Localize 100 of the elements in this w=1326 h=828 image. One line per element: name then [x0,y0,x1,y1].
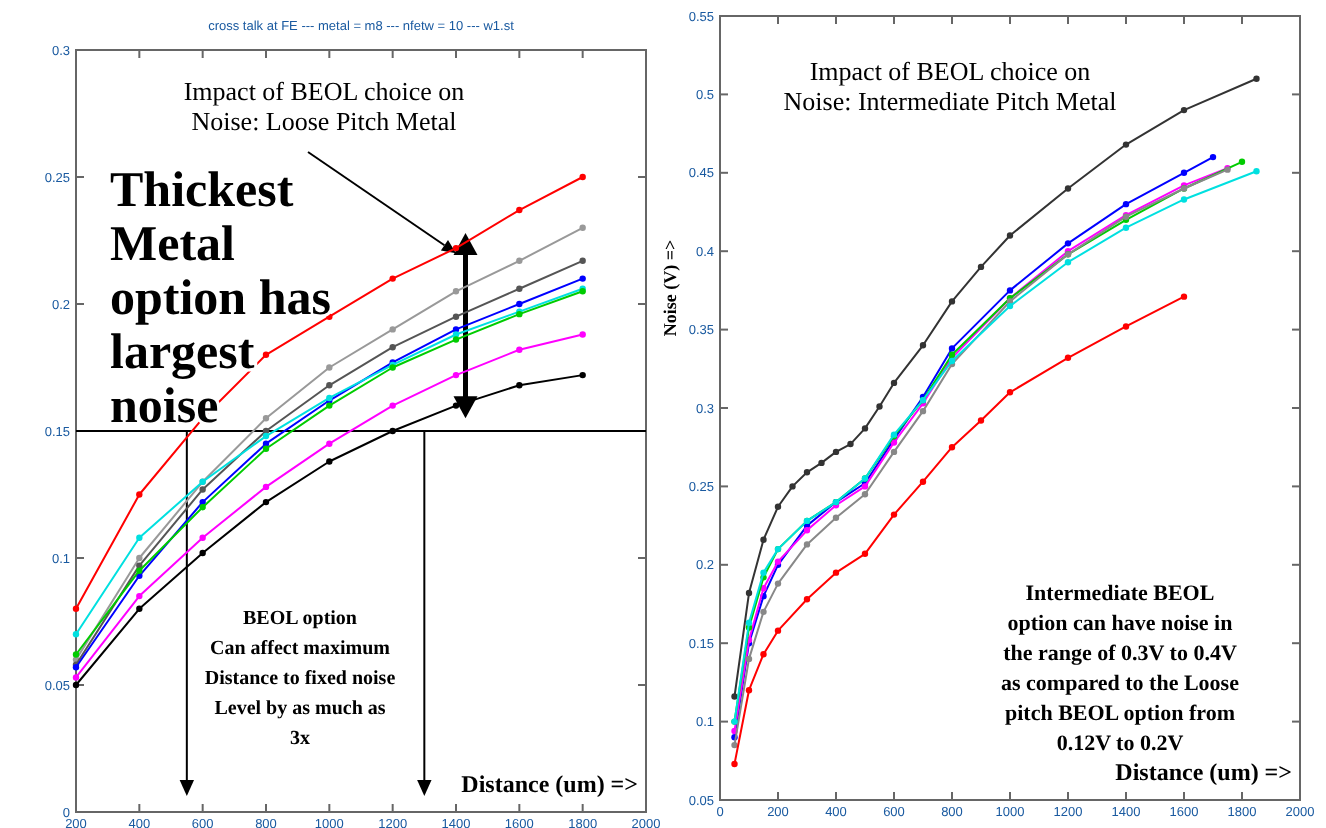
point [731,760,738,768]
point [948,345,956,352]
point [72,651,80,658]
point [919,478,927,485]
point [136,554,143,562]
point [1122,224,1130,231]
point [977,263,985,271]
point [890,511,898,518]
point [389,343,396,351]
point [262,432,270,440]
point [136,605,143,612]
point [326,458,333,465]
point [818,459,825,467]
point [1209,153,1217,161]
point [745,687,753,694]
point [199,504,206,511]
point [832,569,840,576]
point [579,224,586,231]
point [136,534,143,541]
point [1006,389,1014,396]
point [326,364,333,371]
point [389,427,396,435]
point [72,631,80,638]
point [72,674,80,681]
line-series [72,173,586,612]
point [516,300,523,308]
point [803,541,811,548]
point [861,491,869,498]
point [1122,141,1130,148]
point [452,336,460,343]
point [199,534,206,541]
point [1180,196,1188,203]
point [774,580,782,587]
point [516,206,523,214]
point [452,326,460,333]
point [136,592,143,600]
point [803,596,811,603]
point [803,527,811,534]
point [516,285,523,292]
point [745,589,753,597]
annotation: Impact of BEOL choice on Noise: Loose Pitch Metal [183,76,466,136]
point [452,244,460,252]
point [1064,240,1072,247]
point [861,550,869,558]
point [579,173,586,181]
point [389,275,396,282]
point [1180,169,1188,176]
point [579,257,586,265]
point [876,403,883,410]
point [326,402,333,409]
point [262,483,270,491]
point [1122,323,1130,330]
point [262,445,270,452]
point [452,313,460,320]
point [890,448,898,456]
point [1006,232,1014,239]
point [136,491,143,498]
point [1253,168,1260,175]
point [890,379,898,387]
point [832,448,840,456]
point [1238,158,1246,166]
point [516,382,523,389]
point [919,407,927,415]
x-axis-title: Distance (um) => [461,770,639,798]
point [389,402,396,409]
point [199,486,206,493]
point [262,498,270,506]
point [789,483,796,490]
point [977,417,985,424]
point [1006,302,1014,310]
point [760,569,767,576]
point [579,371,586,379]
annotation: Thickest Metal option has largest noise [110,164,332,434]
point [452,402,460,409]
point [136,567,143,574]
point [1180,106,1188,114]
y-axis-title: Noise (V) => [660,239,680,337]
point [948,298,956,305]
point [1253,75,1260,82]
point [136,562,143,569]
point [262,415,270,422]
point [760,650,767,658]
point [579,331,586,338]
point [72,681,80,689]
point [72,605,80,612]
point [1064,185,1072,192]
point [745,655,753,663]
point [731,693,738,700]
x-axis-title: Distance (um) => [1115,758,1293,786]
point [1180,293,1188,300]
annotation: BEOL option Can affect maximum Distance to fixed noise Level by as much as 3x [204,608,397,750]
point [516,257,523,265]
point [326,382,333,389]
point [847,440,854,448]
point [774,503,782,510]
point [516,346,523,353]
annotation: Impact of BEOL choice on Noise: Intermediate Pitch Metal [783,56,1118,116]
point [452,371,460,379]
point [774,627,782,634]
point [326,440,333,447]
